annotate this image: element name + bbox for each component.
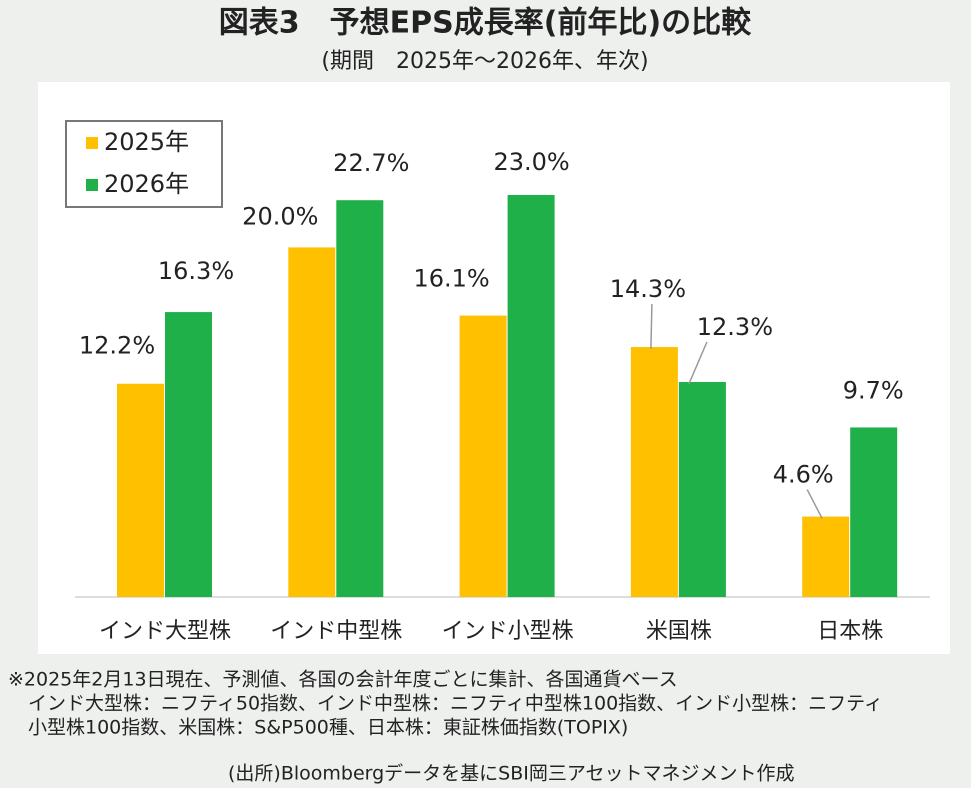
leader-line	[806, 489, 823, 519]
value-label: 16.3%	[158, 257, 234, 285]
bar	[459, 315, 507, 597]
value-label: 12.2%	[79, 332, 155, 360]
legend-swatch	[86, 137, 98, 149]
value-label: 16.1%	[413, 265, 489, 293]
bar	[288, 247, 336, 597]
legend-label: 2025年	[104, 128, 189, 156]
value-label: 23.0%	[493, 148, 569, 176]
bar	[507, 194, 555, 597]
x-tick-label: インド小型株	[442, 619, 574, 644]
bar	[165, 312, 212, 597]
value-label: 20.0%	[242, 202, 318, 230]
x-tick-label: 米国株	[646, 619, 712, 644]
chart-subtitle: (期間 2025年～2026年、年次)	[321, 49, 648, 74]
x-tick-label: 日本株	[817, 619, 883, 644]
footnote: ※2025年2月13日現在、予測値、各国の会計年度ごとに集計、各国通貨ベース	[8, 669, 678, 691]
footnote: 小型株100指数、米国株：S&P500種、日本株：東証株価指数(TOPIX)	[28, 717, 628, 739]
footnote: インド大型株：ニフティ50指数、インド中型株：ニフティ中型株100指数、インド小…	[28, 693, 883, 715]
chart-title: 図表3 予想EPS成長率(前年比)の比較	[219, 6, 752, 41]
bar	[117, 383, 164, 597]
value-label: 9.7%	[843, 376, 904, 404]
leader-line	[688, 341, 708, 385]
source: (出所)Bloombergデータを基にSBI岡三アセットマネジメント作成	[228, 763, 795, 785]
value-label: 22.7%	[333, 149, 409, 177]
bar	[802, 516, 850, 597]
x-tick-label: インド中型株	[270, 619, 402, 644]
bar	[630, 347, 678, 597]
leader-line	[650, 304, 653, 350]
legend-swatch	[86, 179, 98, 191]
bar	[336, 200, 384, 598]
bar	[850, 427, 898, 597]
bar	[678, 381, 726, 597]
x-tick-label: インド大型株	[99, 619, 231, 644]
value-label: 12.3%	[697, 313, 773, 341]
legend-label: 2026年	[104, 170, 189, 198]
value-label: 4.6%	[773, 461, 834, 489]
legend-box	[65, 120, 223, 208]
value-label: 14.3%	[610, 275, 686, 303]
